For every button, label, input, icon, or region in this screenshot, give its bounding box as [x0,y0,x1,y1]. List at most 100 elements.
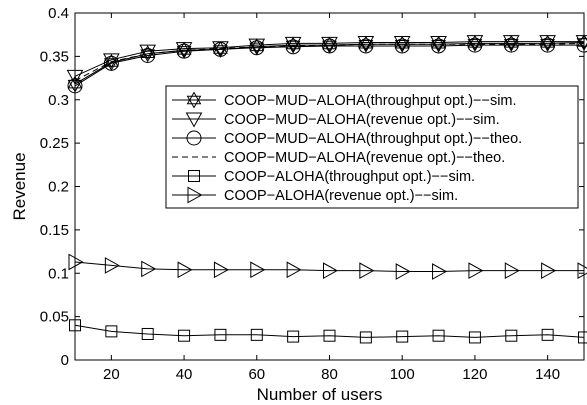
legend-item: COOP−ALOHA(revenue opt.)−−sim. [172,186,458,204]
series-5-point [178,329,191,342]
legend-item: COOP−MUD−ALOHA(throughput opt.)−−theo. [172,130,522,147]
series-5-point-shape [432,329,445,342]
y-axis-label: Revenue [10,152,29,220]
series-3 [67,37,587,94]
series-3-point [212,41,228,57]
series-6-point-shape [541,262,557,279]
series-2-point [539,35,556,51]
series-1-point-tri-down [104,58,119,71]
series-5-point-shape [541,328,554,341]
series-3-point [285,39,301,55]
legend-item: COOP−MUD−ALOHA(revenue opt.)−−theo. [172,150,505,166]
series-6-point-shape [213,261,229,279]
series-2-point-shape [175,42,193,58]
x-tick-label: 140 [535,366,560,383]
series-6 [68,253,587,280]
legend-marker-tri-down [186,95,202,109]
legend-label: COOP−MUD−ALOHA(revenue opt.)−−sim. [224,112,500,128]
series-6-point-shape [432,263,448,280]
series-2-point [430,35,447,52]
series-6-point-shape [286,261,302,279]
series-2-point [393,35,411,52]
series-6-point-shape [104,257,120,274]
axes-layer: 0 0.05 0.1 0.15 0.2 0.25 0.3 0.35 0.4 20 40 60 80 100… [10,5,585,404]
series-5-point-shape [287,330,300,343]
x-tick-label: 120 [462,366,487,383]
legend-marker-shape [185,112,203,128]
series-5-point [359,331,372,344]
series-1-point-tri-down [322,40,337,54]
series-5-point-shape [396,330,409,343]
legend-marker [187,186,203,204]
series-3-point-shape [249,40,265,56]
series-3-point-shape [431,38,447,54]
y-tick-label: 0.1 [48,265,69,282]
series-5-point [105,325,118,338]
series-6-point [323,262,339,279]
y-tick-label: 0.4 [48,5,69,22]
series-6-point [395,263,411,280]
series-5-point-shape [214,328,227,341]
series-1-point-tri-down [249,42,265,56]
series-5-point-shape [505,329,518,342]
series-3-point [358,38,374,54]
series-2-point-shape [430,35,447,52]
y-tick-label: 0.35 [40,48,69,65]
legend-label: COOP−ALOHA(revenue opt.)−−sim. [224,188,458,204]
y-tick-label: 0.15 [40,222,69,239]
x-axis-label: Number of users [257,385,383,404]
series-5-point [323,329,336,342]
series-2-point [139,44,157,60]
y-tick-label: 0.2 [48,179,69,196]
series-layer [66,34,587,344]
series-5-point [250,328,263,341]
x-tick-label: 100 [390,366,415,383]
legend-label: COOP−ALOHA(throughput opt.)−−sim. [224,169,475,185]
legend-marker [188,170,200,182]
series-6-point [141,260,157,278]
series-3-point-shape [322,38,337,54]
x-tick-label: 80 [321,366,338,383]
series-5-point-shape [323,329,336,342]
series-6-point-shape [177,261,193,279]
series-1-point-tri-down [176,46,192,59]
series-4 [74,42,585,82]
series-2 [66,35,587,85]
series-3-point-shape [285,39,301,55]
series-5-point [468,331,481,344]
series-2-point-shape [393,35,411,52]
series-2-line [74,41,584,77]
series-3-point-shape [212,41,228,57]
series-6-point-shape [468,262,484,279]
series-6-point-shape [323,262,339,279]
series-6-point [286,261,302,279]
series-2-point [357,35,375,52]
series-2-point-shape [321,36,338,52]
series-5-point [287,330,300,343]
series-2-point-shape [539,35,556,51]
series-6-point [432,263,448,280]
series-3-point [103,55,119,71]
series-3-point [467,37,483,53]
legend-box [165,85,579,209]
series-5-line [74,324,585,338]
series-6-point-shape [395,263,411,280]
series-5-point [214,328,227,341]
series-5 [69,319,587,344]
series-5-point-shape [359,331,372,344]
series-6-point [213,261,229,279]
series-5-point-shape [178,329,191,342]
series-6-point-shape [577,262,587,279]
series-5-point [505,329,518,342]
series-4-line [74,42,585,82]
series-6-point-shape [504,262,520,279]
series-3-point [431,38,447,54]
series-3-point-shape [103,55,119,71]
x-tick-label: 40 [176,366,193,383]
series-3-line [74,44,584,87]
series-2-point [466,35,484,51]
series-3-point [249,40,265,56]
series-6-point [359,262,375,279]
series-6-point [504,262,520,279]
